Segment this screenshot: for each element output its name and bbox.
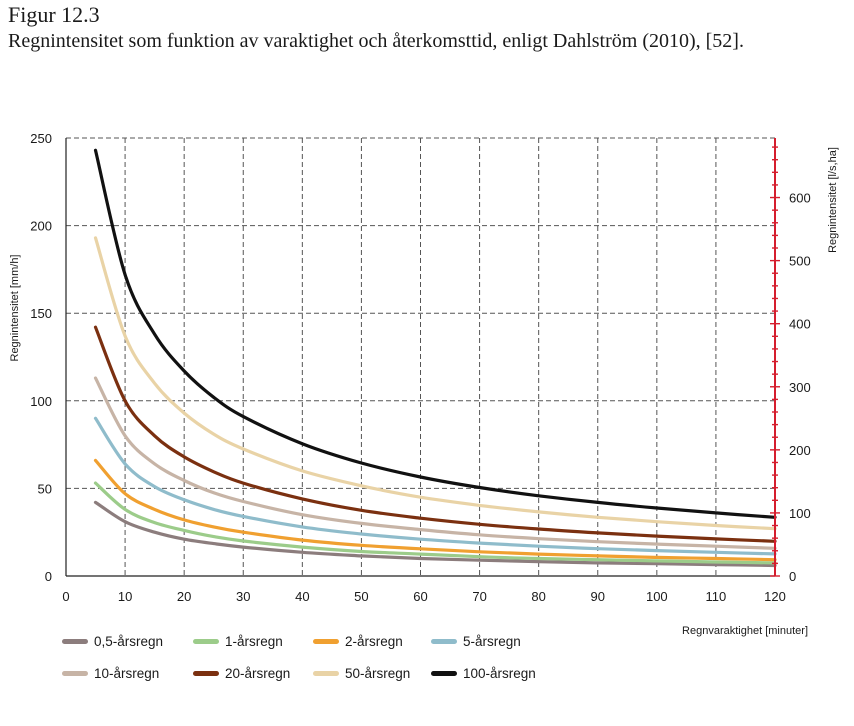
y-axis-label-right: Regnintensitet [l/s,ha]: [827, 147, 839, 253]
y2-tick-label-400: 400: [789, 317, 811, 332]
series-line-0-5-rsregn: [93, 500, 777, 568]
series-line-100-rsregn: [93, 148, 777, 519]
x-tick-label-120: 120: [764, 589, 786, 604]
x-tick-label-10: 10: [118, 589, 132, 604]
legend-label: 5-årsregn: [463, 634, 521, 649]
y-tick-label-200: 200: [30, 219, 52, 234]
legend-label: 20-årsregn: [225, 666, 291, 681]
legend-swatch: [62, 671, 88, 676]
y-tick-label-150: 150: [30, 306, 52, 321]
x-tick-label-100: 100: [646, 589, 668, 604]
y2-tick-label-100: 100: [789, 506, 811, 521]
legend-item-1-rsregn: 1-årsregn: [193, 634, 283, 649]
legend-item-100-rsregn: 100-årsregn: [431, 666, 536, 681]
x-tick-label-90: 90: [591, 589, 605, 604]
x-tick-label-50: 50: [354, 589, 368, 604]
x-tick-label-20: 20: [177, 589, 191, 604]
x-tick-label-70: 70: [472, 589, 486, 604]
x-tick-label-110: 110: [706, 589, 727, 604]
legend-item-0-5-rsregn: 0,5-årsregn: [62, 634, 163, 649]
y-axis-label-left: Regnintensitet [mm/h]: [9, 255, 21, 362]
y2-tick-label-200: 200: [789, 443, 811, 458]
legend-swatch: [193, 671, 219, 676]
legend-item-10-rsregn: 10-årsregn: [62, 666, 159, 681]
series-lines: [93, 148, 777, 568]
series-line-5-rsregn: [93, 416, 777, 556]
figure-number: Figur 12.3: [8, 2, 100, 27]
legend-swatch: [313, 671, 339, 676]
legend-item-5-rsregn: 5-årsregn: [431, 634, 521, 649]
series-line-1-rsregn: [93, 481, 777, 565]
x-axis-label: Regnvaraktighet [minuter]: [682, 625, 808, 637]
x-tick-label-80: 80: [531, 589, 545, 604]
legend-swatch: [62, 639, 88, 644]
legend-swatch: [313, 639, 339, 644]
legend-label: 1-årsregn: [225, 634, 283, 649]
y-tick-label-100: 100: [30, 394, 52, 409]
legend-item-20-rsregn: 20-årsregn: [193, 666, 290, 681]
y-tick-label-50: 50: [38, 481, 52, 496]
figure-header: Figur 12.3 Regnintensitet som funktion a…: [8, 2, 828, 54]
x-tick-label-60: 60: [413, 589, 427, 604]
y-tick-label-0: 0: [45, 569, 52, 584]
legend-swatch: [431, 671, 457, 676]
x-tick-label-30: 30: [236, 589, 250, 604]
legend-label: 10-årsregn: [94, 666, 160, 681]
axes: [65, 138, 780, 577]
legend-label: 2-årsregn: [345, 634, 403, 649]
series-line-10-rsregn: [93, 376, 777, 550]
legend-swatch: [431, 639, 457, 644]
legend-swatch: [193, 639, 219, 644]
legend-label: 100-årsregn: [463, 666, 536, 681]
y2-tick-label-300: 300: [789, 380, 811, 395]
x-tick-label-40: 40: [295, 589, 309, 604]
tick-labels: 0 10 20 30 40 50 60 70 80 90 100 110 120050100150200…: [30, 131, 810, 604]
series-line-20-rsregn: [93, 325, 777, 543]
y2-tick-label-500: 500: [789, 254, 811, 269]
legend-label: 0,5-årsregn: [94, 634, 164, 649]
legend-item-2-rsregn: 2-årsregn: [313, 634, 403, 649]
grid: [66, 137, 775, 576]
y2-tick-label-600: 600: [789, 191, 811, 206]
x-tick-label-0: 0: [62, 589, 69, 604]
y-tick-label-250: 250: [30, 131, 52, 146]
legend-item-50-rsregn: 50-årsregn: [313, 666, 410, 681]
legend-label: 50-årsregn: [345, 666, 411, 681]
series-line-2-rsregn: [93, 458, 777, 562]
y2-tick-label-0: 0: [789, 569, 796, 584]
series-line-50-rsregn: [93, 236, 777, 531]
figure-caption: Regnintensitet som funktion av varaktigh…: [8, 30, 744, 52]
